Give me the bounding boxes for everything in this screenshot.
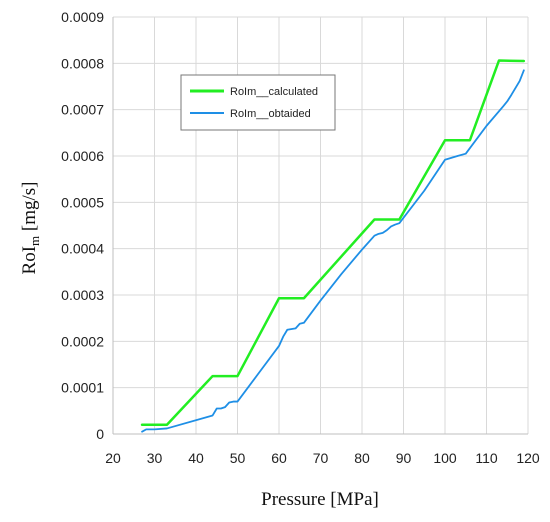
- y-tick-label: 0.0001: [61, 380, 104, 396]
- y-tick-label: 0.0003: [61, 287, 104, 303]
- tick-labels: 20 30 40 50 60 70 80 90 100 110 120 0 0.0001 0.0002 0.…: [61, 9, 540, 466]
- axes: [112, 17, 528, 435]
- y-tick-label: 0.0002: [61, 333, 104, 349]
- y-tick-label: 0: [96, 426, 104, 442]
- x-tick-label: 90: [396, 450, 412, 466]
- legend-label-obtaided: RoIm__obtaided: [230, 108, 311, 120]
- y-axis-title-unit: [mg/s]: [19, 182, 40, 236]
- legend-label-calculated: RoIm__calculated: [230, 86, 318, 98]
- y-axis-title-main: RoI: [19, 246, 40, 275]
- x-tick-label: 40: [188, 450, 204, 466]
- y-axis-title: RoIm [mg/s]: [19, 182, 42, 275]
- x-tick-label: 30: [147, 450, 163, 466]
- x-tick-label: 80: [354, 450, 370, 466]
- x-tick-label: 20: [105, 450, 121, 466]
- series-line-obtaided: [141, 69, 525, 433]
- y-tick-label: 0.0004: [61, 241, 104, 257]
- y-tick-label: 0.0008: [61, 55, 104, 71]
- x-axis-title: Pressure [MPa]: [261, 489, 379, 510]
- legend-box: [180, 74, 336, 131]
- legend: RoIm__calculated RoIm__obtaided: [180, 74, 336, 131]
- y-tick-label: 0.0005: [61, 194, 104, 210]
- x-tick-label: 120: [516, 450, 540, 466]
- y-axis-title-sub: m: [27, 236, 42, 246]
- y-tick-label: 0.0009: [61, 9, 104, 25]
- series-line-calculated: [140, 59, 526, 426]
- x-tick-label: 60: [271, 450, 287, 466]
- x-tick-label: 110: [475, 450, 498, 466]
- x-tick-label: 100: [433, 450, 457, 466]
- y-tick-label: 0.0006: [61, 148, 104, 164]
- series-layer: [140, 59, 526, 433]
- y-tick-label: 0.0007: [61, 102, 104, 118]
- x-tick-label: 70: [313, 450, 329, 466]
- x-tick-label: 50: [230, 450, 246, 466]
